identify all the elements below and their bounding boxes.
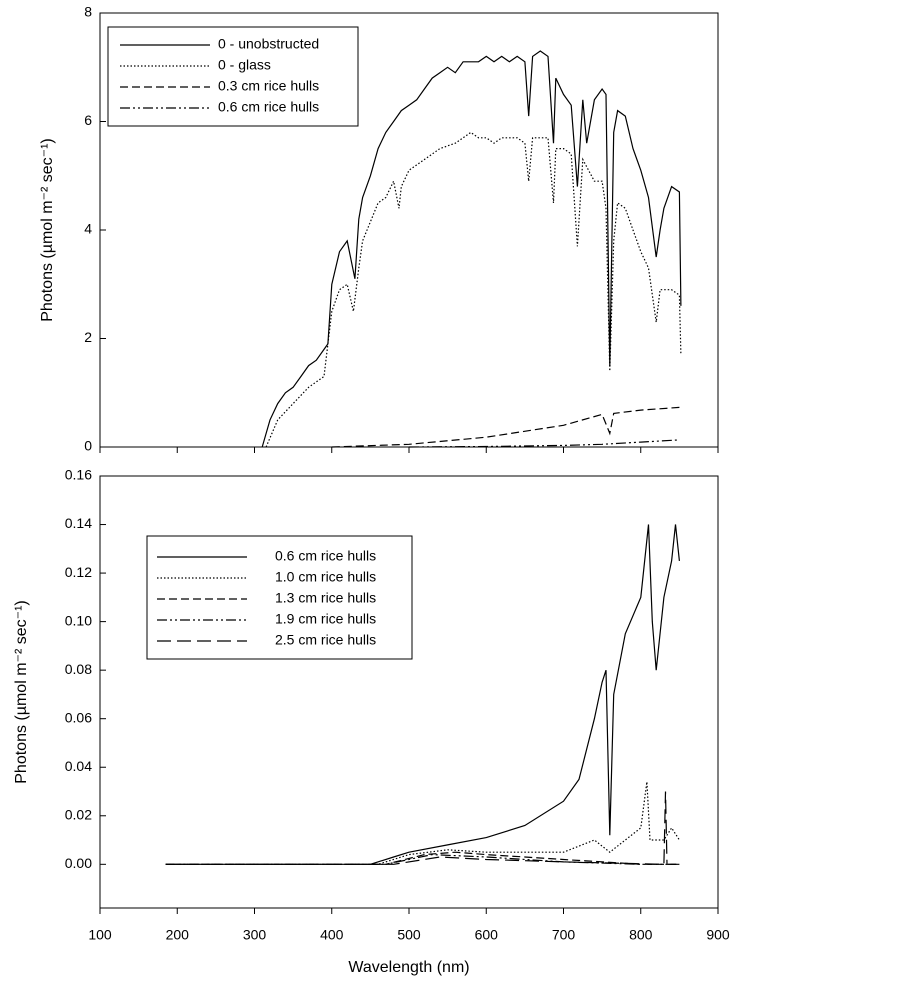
x-tick-label: 300: [243, 927, 267, 943]
data-line: [408, 439, 680, 448]
data-line: [331, 406, 680, 448]
y-tick-label: 0.04: [65, 758, 92, 774]
legend-label: 0.6 cm rice hulls: [275, 548, 376, 564]
x-tick-label: 700: [552, 927, 576, 943]
y-tick-label: 0.10: [65, 612, 92, 628]
y-axis-label: Photons (µmol m⁻² sec⁻¹): [13, 600, 30, 783]
data-line: [165, 524, 680, 865]
x-tick-label: 100: [88, 927, 112, 943]
x-tick-label: 200: [166, 927, 190, 943]
data-line: [165, 781, 680, 865]
y-tick-label: 0.02: [65, 806, 92, 822]
x-tick-label: 600: [475, 927, 499, 943]
legend-box: [107, 26, 359, 127]
y-tick-label: 0.08: [65, 661, 92, 677]
x-tick-label: 900: [706, 927, 730, 943]
legend-label: 0 - glass: [218, 57, 271, 73]
data-line: [165, 853, 680, 865]
x-tick-label: 400: [320, 927, 344, 943]
y-axis-label: Photons (µmol m⁻² sec⁻¹): [39, 138, 56, 321]
data-line: [265, 131, 682, 448]
legend-label: 2.5 cm rice hulls: [275, 632, 376, 648]
data-line: [165, 851, 680, 865]
legend-label: 0 - unobstructed: [218, 36, 319, 52]
data-line: [165, 791, 680, 865]
data-line: [261, 50, 682, 448]
legend-label: 0.6 cm rice hulls: [218, 99, 319, 115]
y-tick-label: 0.06: [65, 709, 92, 725]
y-tick-label: 0: [84, 438, 92, 454]
y-tick-label: 2: [84, 329, 92, 345]
legend-label: 1.3 cm rice hulls: [275, 590, 376, 606]
legend-label: 0.3 cm rice hulls: [218, 78, 319, 94]
y-tick-label: 0.00: [65, 855, 92, 871]
y-tick-label: 6: [84, 112, 92, 128]
legend-label: 1.9 cm rice hulls: [275, 611, 376, 627]
y-tick-label: 0.12: [65, 564, 92, 580]
legend-label: 1.0 cm rice hulls: [275, 569, 376, 585]
y-tick-label: 0.16: [65, 467, 92, 483]
y-tick-label: 4: [84, 221, 92, 237]
x-tick-label: 500: [397, 927, 421, 943]
y-tick-label: 8: [84, 4, 92, 20]
y-tick-label: 0.14: [65, 515, 92, 531]
x-axis-label: Wavelength (nm): [348, 959, 469, 976]
x-tick-label: 800: [629, 927, 653, 943]
